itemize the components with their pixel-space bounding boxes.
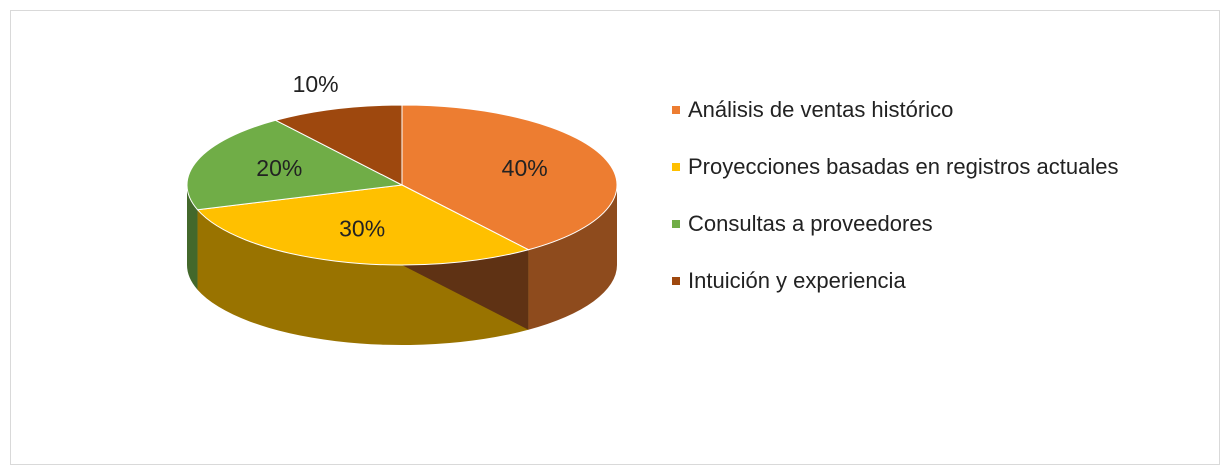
pie-side xyxy=(187,185,198,290)
legend-swatch xyxy=(672,106,680,114)
data-label: 30% xyxy=(339,216,385,242)
legend-label: Intuición y experiencia xyxy=(688,268,906,293)
legend-item: Intuición y experiencia xyxy=(672,266,1192,296)
data-label: 20% xyxy=(256,155,302,181)
legend-label: Consultas a proveedores xyxy=(688,211,933,236)
legend-swatch xyxy=(672,277,680,285)
pie-side xyxy=(528,185,617,330)
legend-item: Consultas a proveedores xyxy=(672,209,1192,239)
pie-slice xyxy=(196,184,530,266)
legend: Análisis de ventas histórico Proyecciones… xyxy=(672,95,1192,323)
legend-label: Análisis de ventas histórico xyxy=(688,97,954,122)
legend-swatch xyxy=(672,220,680,228)
chart-frame xyxy=(10,10,1220,465)
data-label: 10% xyxy=(293,71,339,97)
pie-slice xyxy=(186,119,404,211)
legend-label: Proyecciones basadas en registros actual… xyxy=(688,154,1119,179)
pie-slice xyxy=(401,104,618,251)
legend-item: Análisis de ventas histórico xyxy=(672,95,1192,125)
legend-item: Proyecciones basadas en registros actual… xyxy=(672,152,1192,182)
legend-swatch xyxy=(672,163,680,171)
pie-side xyxy=(197,209,529,345)
data-label: 40% xyxy=(502,155,548,181)
pie-slice xyxy=(274,104,403,186)
